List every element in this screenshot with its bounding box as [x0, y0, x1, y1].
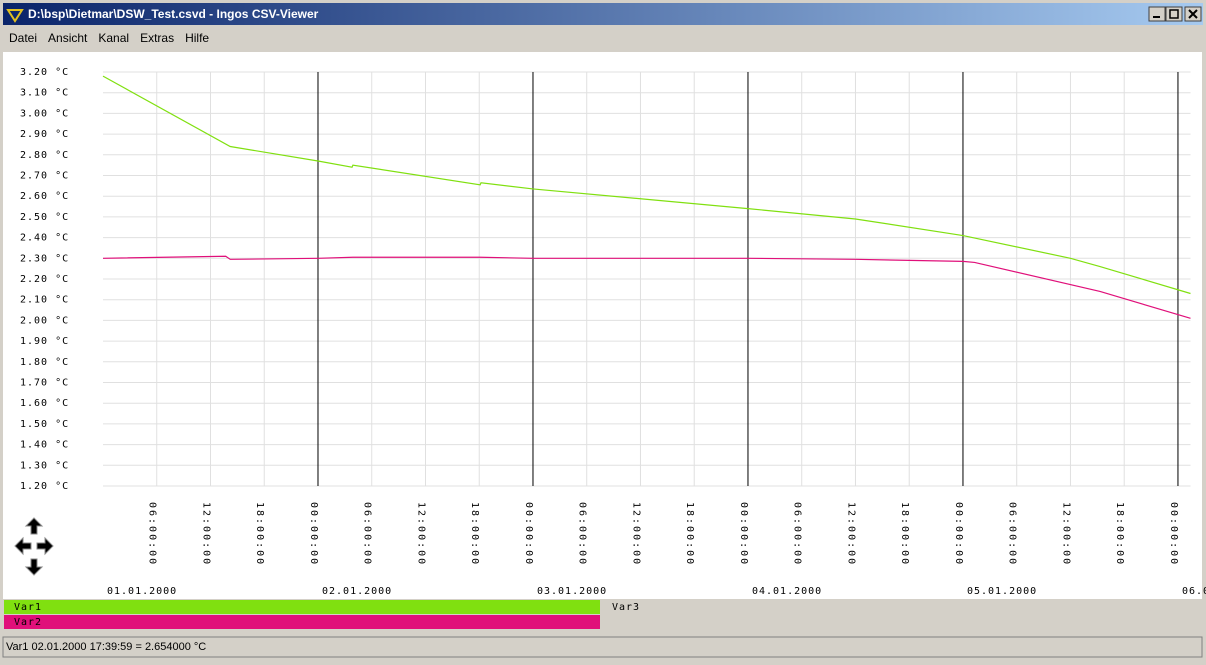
x-tick-label: 12:00:00 — [415, 502, 426, 566]
maximize-button[interactable] — [1165, 6, 1183, 22]
y-tick-label: 2.20 °C — [20, 274, 69, 285]
legend-bar[interactable] — [4, 600, 600, 614]
legend-bar[interactable] — [4, 615, 600, 629]
x-tick-label: 00:00:00 — [738, 502, 749, 566]
legend-label[interactable]: Var3 — [612, 602, 640, 613]
y-tick-label: 1.90 °C — [20, 336, 69, 347]
menu-item[interactable]: Hilfe — [185, 31, 209, 45]
arrow-left[interactable] — [14, 536, 32, 556]
arrow-down[interactable] — [24, 558, 44, 576]
close-glyph — [1188, 9, 1198, 19]
window-title: D:\bsp\Dietmar\DSW_Test.csvd - Ingos CSV… — [28, 7, 319, 21]
title-bar — [3, 3, 1203, 25]
x-tick-label: 06:00:00 — [362, 502, 373, 566]
date-label: 01.01.2000 — [107, 586, 177, 597]
y-tick-label: 2.10 °C — [20, 295, 69, 306]
legend-label: Var1 — [14, 602, 42, 613]
y-tick-label: 3.10 °C — [20, 88, 69, 99]
x-tick-label: 12:00:00 — [1060, 502, 1071, 566]
y-tick-label: 3.20 °C — [20, 67, 69, 78]
date-label: 06.0 — [1182, 586, 1206, 597]
legend-label: Var2 — [14, 617, 42, 628]
y-tick-label: 2.00 °C — [20, 315, 69, 326]
plot: 1.20 °C 1.30 °C 1.40 °C 1.50 °C 1.60 °C 1.70 … — [4, 67, 1206, 629]
x-tick-label: 00:00:00 — [953, 502, 964, 566]
y-tick-label: 1.30 °C — [20, 460, 69, 471]
menu-item[interactable]: Datei — [9, 31, 37, 45]
y-tick-label: 1.50 °C — [20, 419, 69, 430]
x-tick-label: 06:00:00 — [1007, 502, 1018, 566]
arrow-up[interactable] — [24, 517, 44, 535]
y-tick-label: 2.80 °C — [20, 150, 69, 161]
y-tick-label: 2.60 °C — [20, 191, 69, 202]
minimize-button[interactable] — [1148, 6, 1166, 22]
maximize-glyph — [1169, 9, 1179, 19]
series-line — [102, 75, 1191, 295]
y-tick-label: 1.70 °C — [20, 378, 69, 389]
x-tick-label: 00:00:00 — [523, 502, 534, 566]
x-tick-label: 00:00:00 — [308, 502, 319, 566]
x-tick-label: 06:00:00 — [147, 502, 158, 566]
chart-area — [3, 52, 1202, 599]
y-tick-label: 2.70 °C — [20, 171, 69, 182]
menu-item[interactable]: Kanal — [98, 31, 129, 45]
y-tick-label: 2.50 °C — [20, 212, 69, 223]
x-tick-label: 18:00:00 — [1114, 502, 1125, 566]
menu-item[interactable]: Extras — [140, 31, 174, 45]
status-text: Var1 02.01.2000 17:39:59 = 2.654000 °C — [6, 641, 206, 653]
x-tick-label: 06:00:00 — [792, 502, 803, 566]
y-tick-label: 2.30 °C — [20, 253, 69, 264]
x-tick-label: 00:00:00 — [1168, 502, 1179, 566]
y-tick-label: 3.00 °C — [20, 108, 69, 119]
x-tick-label: 18:00:00 — [469, 502, 480, 566]
window-buttons — [1148, 6, 1202, 22]
y-tick-label: 1.60 °C — [20, 398, 69, 409]
date-label: 02.01.2000 — [322, 586, 392, 597]
x-tick-label: 18:00:00 — [254, 502, 265, 566]
x-tick-label: 12:00:00 — [630, 502, 641, 566]
status-bar — [2, 636, 1203, 658]
series-line — [102, 255, 1191, 319]
scroll-arrows[interactable] — [14, 517, 54, 576]
menu-bar: Datei Ansicht Kanal Extras Hilfe — [9, 31, 209, 45]
y-tick-label: 1.40 °C — [20, 440, 69, 451]
date-label: 04.01.2000 — [752, 586, 822, 597]
x-tick-label: 18:00:00 — [684, 502, 695, 566]
y-tick-label: 2.40 °C — [20, 233, 69, 244]
date-label: 03.01.2000 — [537, 586, 607, 597]
y-tick-label: 1.80 °C — [20, 357, 69, 368]
arrow-right[interactable] — [36, 536, 54, 556]
x-tick-label: 12:00:00 — [200, 502, 211, 566]
menu-item[interactable]: Ansicht — [48, 31, 88, 45]
x-tick-label: 12:00:00 — [845, 502, 856, 566]
x-tick-label: 06:00:00 — [577, 502, 588, 566]
y-tick-label: 2.90 °C — [20, 129, 69, 140]
y-tick-label: 1.20 °C — [20, 481, 69, 492]
date-label: 05.01.2000 — [967, 586, 1037, 597]
x-tick-label: 18:00:00 — [899, 502, 910, 566]
app-icon — [6, 9, 24, 23]
